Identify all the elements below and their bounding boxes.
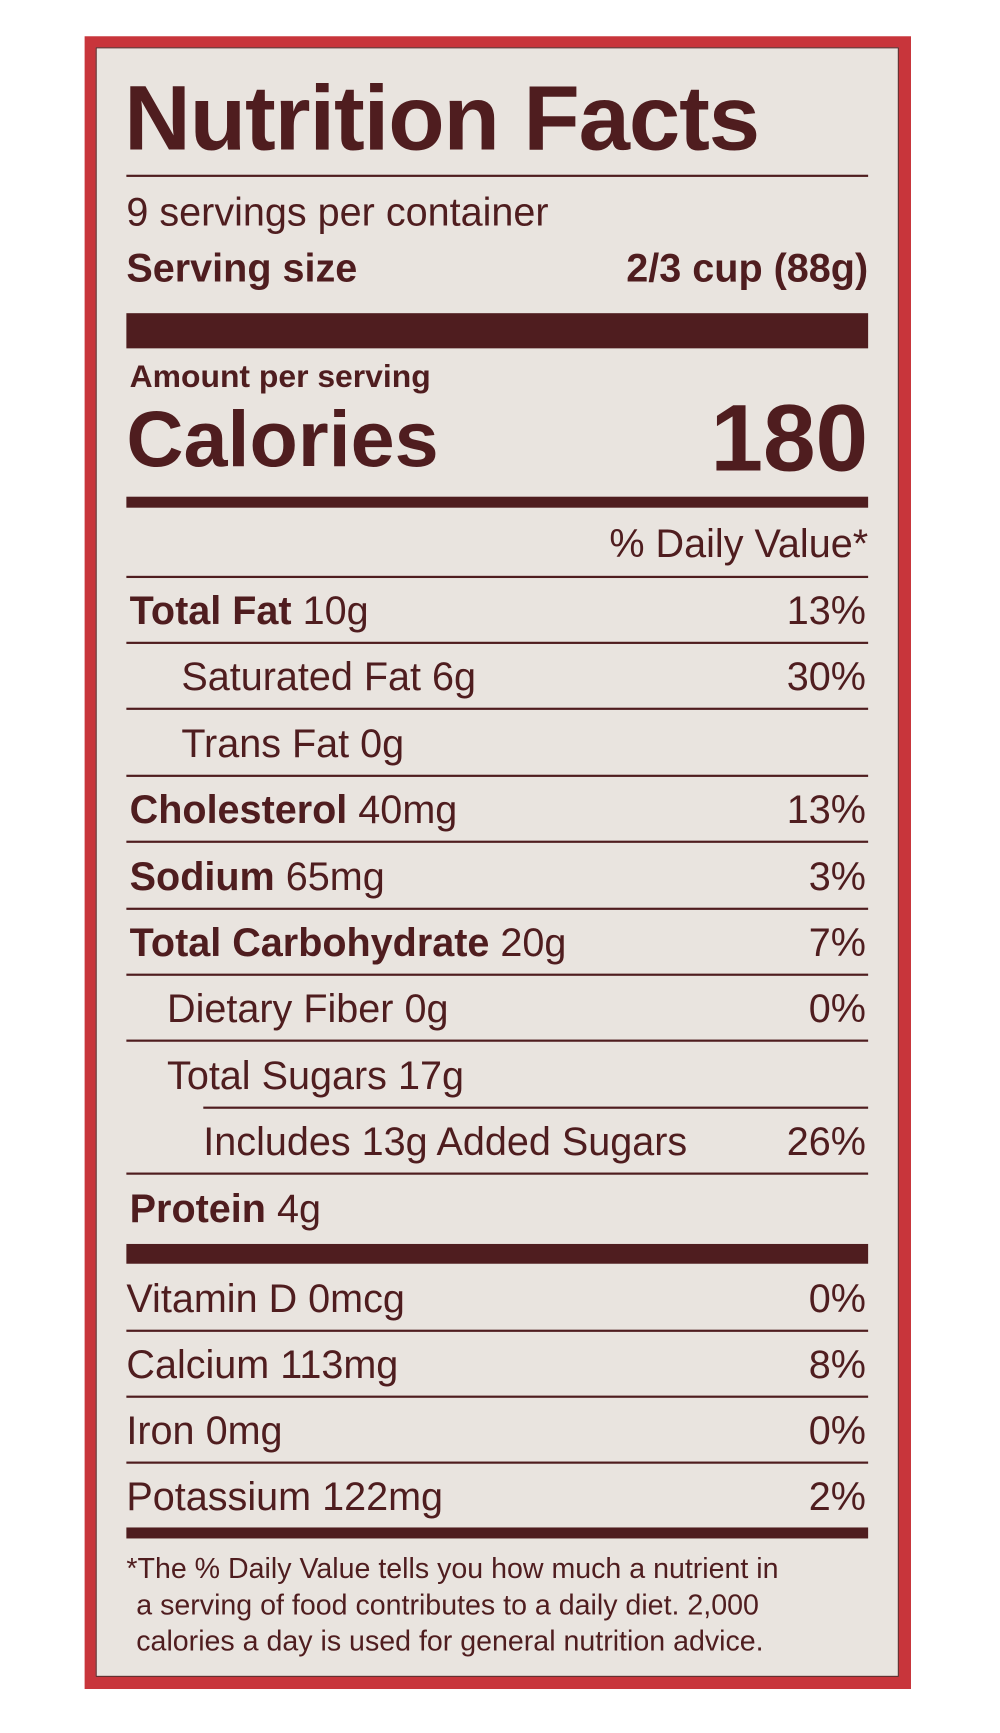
- nutrient-daily-value: 3%: [808, 853, 866, 899]
- vitamin-label: Iron 0mg: [126, 1407, 282, 1455]
- vitamin-daily-value: 8%: [808, 1341, 866, 1387]
- nutrient-row: Protein 4g: [126, 1175, 868, 1241]
- divider: [126, 973, 869, 976]
- nutrient-label: Total Sugars 17g: [167, 1051, 464, 1099]
- footnote-line-1: *The % Daily Value tells you how much a …: [126, 1551, 779, 1585]
- divider: [126, 1329, 869, 1332]
- nutrient-name: Saturated Fat: [181, 654, 422, 700]
- divider: [126, 708, 869, 711]
- nutrient-name: Total Fat: [129, 587, 292, 633]
- nutrient-row: Sodium 65mg 3%: [126, 844, 869, 910]
- nutrient-name: Trans Fat: [181, 720, 350, 766]
- divider: [126, 907, 869, 910]
- nutrient-name: Sodium: [129, 853, 275, 899]
- vitamin-name: Potassium: [126, 1473, 312, 1519]
- nutrient-daily-value: 13%: [786, 587, 866, 633]
- vitamin-name: Vitamin D: [126, 1275, 298, 1321]
- nutrient-daily-value: 0%: [808, 986, 866, 1032]
- divider: [126, 1461, 869, 1464]
- nutrient-name: Cholesterol: [129, 787, 348, 833]
- label-title: Nutrition Facts: [124, 65, 760, 170]
- nutrient-amount: 0g: [360, 720, 405, 766]
- footnote-line-2: a serving of food contributes to a daily…: [136, 1587, 759, 1621]
- vitamin-name: Calcium: [126, 1341, 270, 1387]
- vitamin-amount: 122mg: [322, 1473, 444, 1519]
- divider: [126, 840, 869, 844]
- vitamin-amount: 0mcg: [308, 1275, 405, 1321]
- nutrient-row: Total Sugars 17g: [126, 1043, 869, 1109]
- vitamin-amount: 0mg: [205, 1407, 283, 1453]
- vitamin-daily-value: 2%: [808, 1473, 866, 1519]
- serving-size-label: Serving size: [126, 245, 358, 291]
- footnote-line-3: calories a day is used for general nutri…: [136, 1624, 764, 1658]
- vitamin-row: Calcium 113mg 8%: [126, 1332, 869, 1398]
- vitamin-amount: 113mg: [280, 1341, 399, 1387]
- serving-size-value: 2/3 cup (88g): [626, 245, 869, 291]
- nutrient-label: Total Carbohydrate 20g: [130, 919, 567, 967]
- nutrient-amount: 4g: [276, 1185, 321, 1231]
- vitamin-label: Potassium 122mg: [126, 1473, 443, 1521]
- nutrient-label: Sodium 65mg: [130, 852, 385, 900]
- vitamin-daily-value: 0%: [808, 1275, 866, 1321]
- vitamin-name: Iron: [126, 1407, 195, 1453]
- servings-per-container: 9 servings per container: [126, 189, 549, 235]
- nutrient-amount: 40mg: [358, 787, 458, 833]
- vitamin-label: Vitamin D 0mcg: [126, 1275, 405, 1323]
- calories-label: Calories: [126, 395, 439, 484]
- divider: [126, 1039, 869, 1043]
- thick-divider: [126, 313, 869, 349]
- divider: [126, 1172, 869, 1175]
- divider: [126, 774, 869, 777]
- medium-divider: [126, 496, 869, 508]
- nutrient-amount: 10g: [302, 587, 369, 633]
- nutrient-daily-value: 30%: [786, 654, 866, 700]
- nutrient-label: Protein 4g: [130, 1184, 321, 1232]
- medium-divider: [126, 1527, 869, 1539]
- vitamin-daily-value: 0%: [808, 1407, 866, 1453]
- nutrient-label: Cholesterol 40mg: [130, 786, 458, 834]
- vitamin-label: Calcium 113mg: [126, 1341, 398, 1389]
- vitamin-row: Vitamin D 0mcg 0%: [126, 1266, 869, 1332]
- calories-value: 180: [710, 385, 869, 492]
- vitamin-row: Iron 0mg 0%: [126, 1398, 869, 1464]
- amount-per-serving: Amount per serving: [129, 359, 431, 395]
- nutrient-name: Dietary Fiber: [167, 986, 394, 1032]
- nutrient-daily-value: 26%: [786, 1118, 866, 1164]
- nutrient-label: Trans Fat 0g: [181, 720, 404, 768]
- nutrient-daily-value: 7%: [808, 919, 866, 965]
- nutrient-amount: 20g: [500, 919, 567, 965]
- divider: [126, 641, 869, 644]
- nutrient-name: Total Sugars: [167, 1052, 387, 1098]
- nutrient-daily-value: 13%: [786, 787, 866, 833]
- divider: [203, 1106, 869, 1109]
- nutrient-amount: 17g: [397, 1052, 464, 1098]
- nutrient-row: Saturated Fat 6g 30%: [126, 644, 869, 711]
- nutrient-label: Includes 13g Added Sugars: [203, 1118, 687, 1166]
- nutrient-amount: 0g: [404, 986, 449, 1032]
- nutrient-name: Protein: [129, 1185, 266, 1231]
- nutrient-row: Total Carbohydrate 20g 7%: [126, 910, 869, 976]
- nutrient-label: Saturated Fat 6g: [181, 653, 476, 701]
- daily-value-header: % Daily Value*: [609, 520, 869, 566]
- nutrient-name: Includes 13g Added Sugars: [203, 1118, 688, 1164]
- nutrient-row: Cholesterol 40mg 13%: [126, 777, 869, 844]
- divider: [126, 1395, 869, 1398]
- vitamin-row: Potassium 122mg 2%: [126, 1464, 868, 1530]
- divider: [126, 575, 869, 579]
- nutrient-label: Dietary Fiber 0g: [167, 985, 448, 1033]
- nutrient-row: Trans Fat 0g: [126, 711, 869, 777]
- nutrient-row: Dietary Fiber 0g 0%: [126, 976, 869, 1043]
- divider: [126, 174, 869, 177]
- nutrient-label: Total Fat 10g: [130, 587, 369, 635]
- nutrient-name: Total Carbohydrate: [129, 919, 490, 965]
- nutrient-amount: 65mg: [285, 853, 385, 899]
- nutrient-row: Includes 13g Added Sugars 26%: [126, 1109, 869, 1175]
- thick-divider: [126, 1243, 869, 1264]
- nutrient-row: Total Fat 10g 13%: [126, 578, 869, 644]
- nutrient-amount: 6g: [432, 654, 477, 700]
